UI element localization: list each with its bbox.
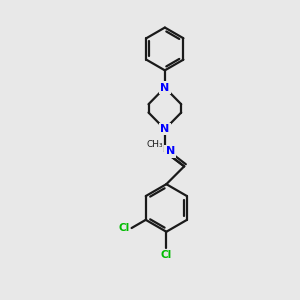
Text: CH₃: CH₃ [146, 140, 163, 149]
Text: N: N [160, 82, 170, 93]
Text: N: N [166, 146, 175, 157]
Text: Cl: Cl [119, 223, 130, 233]
Text: Cl: Cl [161, 250, 172, 260]
Text: N: N [160, 124, 170, 134]
